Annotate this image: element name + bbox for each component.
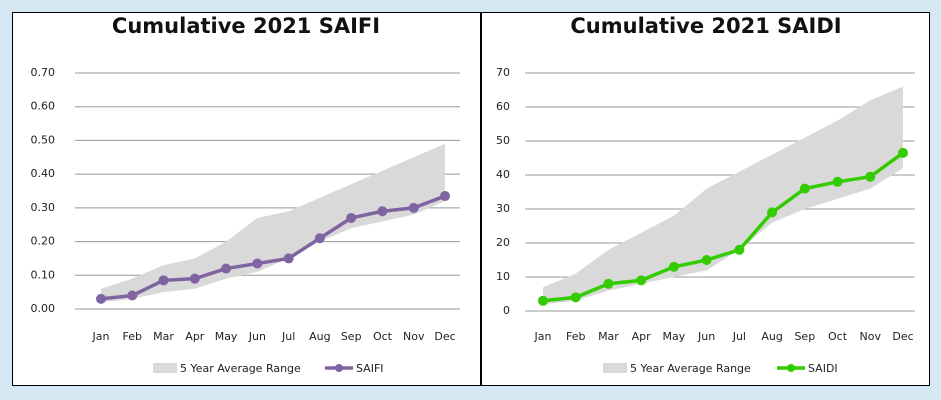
- y-tick-label: 0.10: [31, 268, 56, 281]
- x-tick-label: Apr: [185, 330, 205, 343]
- legend-label: 5 Year Average Range: [180, 362, 301, 375]
- y-tick-label: 50: [496, 134, 510, 147]
- point: [603, 278, 614, 289]
- point: [734, 244, 745, 255]
- point: [865, 171, 876, 182]
- legend-swatch: [603, 363, 627, 373]
- series-line: [542, 151, 905, 303]
- point: [252, 258, 263, 269]
- point: [668, 261, 679, 272]
- point: [799, 183, 810, 194]
- point: [377, 206, 388, 217]
- x-tick-label: Sep: [794, 330, 815, 343]
- point: [636, 275, 647, 286]
- y-tick-label: 60: [496, 100, 510, 113]
- x-tick-label: May: [663, 330, 686, 343]
- x-tick-label: Nov: [403, 330, 425, 343]
- x-tick-label: Jun: [248, 330, 266, 343]
- y-tick-label: 0.30: [31, 201, 56, 214]
- x-tick-label: Dec: [434, 330, 455, 343]
- range-area: [543, 86, 903, 305]
- point: [283, 253, 294, 264]
- point: [408, 202, 419, 213]
- point: [767, 207, 778, 218]
- point: [314, 233, 325, 244]
- y-tick-label: 40: [496, 168, 510, 181]
- legend-swatch: [153, 363, 177, 373]
- y-tick-label: 0.20: [31, 235, 56, 248]
- chart-title: Cumulative 2021 SAIFI: [112, 14, 380, 38]
- range-area: [101, 143, 445, 303]
- point: [570, 292, 581, 303]
- point: [221, 263, 232, 274]
- x-tick-label: Jan: [92, 330, 110, 343]
- point: [158, 275, 169, 286]
- y-tick-label: 0.40: [31, 167, 56, 180]
- x-tick-label: Oct: [373, 330, 393, 343]
- point: [346, 212, 357, 223]
- y-tick-label: 10: [496, 270, 510, 283]
- chart-title: Cumulative 2021 SAIDI: [570, 14, 841, 38]
- point: [701, 255, 712, 265]
- y-tick-label: 0.60: [31, 100, 56, 113]
- x-tick-label: Mar: [598, 330, 619, 343]
- y-tick-label: 0.00: [31, 302, 56, 315]
- x-tick-label: Jul: [732, 330, 746, 343]
- point: [96, 293, 106, 304]
- series-line: [100, 194, 446, 301]
- legend-marker: [335, 364, 343, 372]
- x-tick-label: Mar: [153, 330, 174, 343]
- legend-label: SAIDI: [808, 362, 838, 375]
- point: [538, 295, 548, 306]
- x-tick-label: Nov: [860, 330, 882, 343]
- x-tick-label: Oct: [828, 330, 848, 343]
- x-tick-label: Jan: [534, 330, 552, 343]
- x-tick-label: May: [215, 330, 238, 343]
- x-tick-label: Apr: [632, 330, 652, 343]
- point: [440, 191, 450, 202]
- point: [832, 176, 843, 187]
- point: [189, 273, 200, 284]
- y-tick-label: 0: [503, 304, 510, 317]
- legend-label: 5 Year Average Range: [630, 362, 751, 375]
- y-tick-label: 0.50: [31, 133, 56, 146]
- legend-label: SAIFI: [356, 362, 384, 375]
- x-tick-label: Dec: [892, 330, 913, 343]
- x-tick-label: Sep: [341, 330, 362, 343]
- point: [127, 290, 138, 301]
- legend-marker: [787, 364, 795, 372]
- x-tick-label: Feb: [123, 330, 142, 343]
- y-tick-label: 20: [496, 236, 510, 249]
- x-tick-label: Aug: [761, 330, 782, 343]
- x-tick-label: Jul: [281, 330, 295, 343]
- x-tick-label: Feb: [566, 330, 585, 343]
- y-tick-label: 30: [496, 202, 510, 215]
- y-tick-label: 70: [496, 66, 510, 79]
- point: [898, 147, 908, 158]
- x-tick-label: Aug: [309, 330, 330, 343]
- x-tick-label: Jun: [697, 330, 715, 343]
- y-tick-label: 0.70: [31, 66, 56, 79]
